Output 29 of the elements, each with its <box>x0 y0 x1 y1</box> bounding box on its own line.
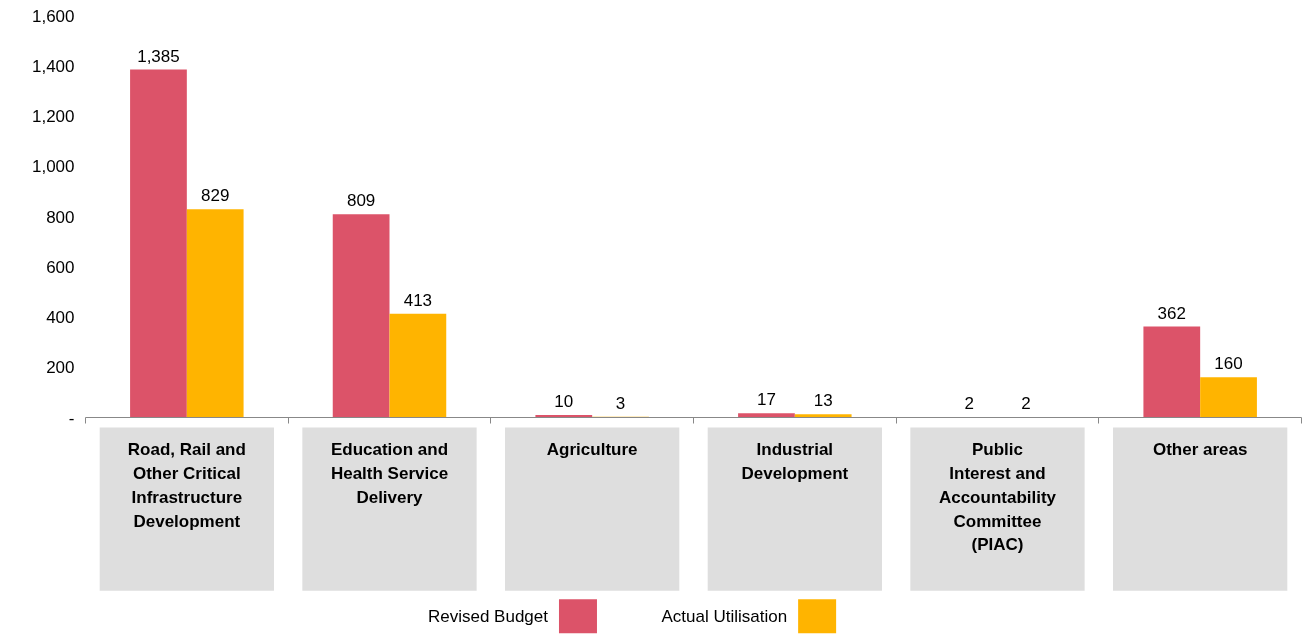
x-tick-label: Education and Health Service Delivery <box>330 440 449 507</box>
y-tick-label: 1,400 <box>31 56 75 76</box>
y-tick-label: 200 <box>46 358 75 378</box>
x-tick-label: Road, Rail and Other Critical Infrastructure Development <box>127 440 246 531</box>
y-tick-label: 1,200 <box>31 107 75 126</box>
y-tick-label: - <box>68 408 75 428</box>
y-tick-label: 800 <box>46 207 75 227</box>
legend-label: Revised Budget <box>427 606 549 626</box>
y-tick-label: 1,000 <box>31 157 75 177</box>
data-label: 413 <box>403 290 433 310</box>
data-label: 1,385 <box>137 46 180 66</box>
data-label: 17 <box>757 390 776 410</box>
x-tick-label: Industrial Development <box>741 440 849 484</box>
y-tick-label: 400 <box>46 308 75 327</box>
data-label: 10 <box>554 391 574 411</box>
data-label: 2 <box>964 394 974 413</box>
legend-label: Actual Utilisation <box>661 606 788 626</box>
data-label: 13 <box>813 391 833 411</box>
data-label: 362 <box>1157 303 1186 323</box>
x-tick-label: Agriculture <box>546 440 638 460</box>
x-tick-label: Other areas <box>1152 440 1248 460</box>
data-label: 3 <box>615 393 626 413</box>
x-tick-label: Public Interest and Accountability Committee (PIAC) <box>938 440 1057 555</box>
y-tick-label: 600 <box>46 257 75 277</box>
data-label: 809 <box>346 191 376 211</box>
data-label: 2 <box>1021 394 1031 413</box>
data-label: 829 <box>201 186 230 206</box>
y-tick-label: 1,600 <box>31 6 75 26</box>
data-label: 160 <box>1214 354 1243 374</box>
